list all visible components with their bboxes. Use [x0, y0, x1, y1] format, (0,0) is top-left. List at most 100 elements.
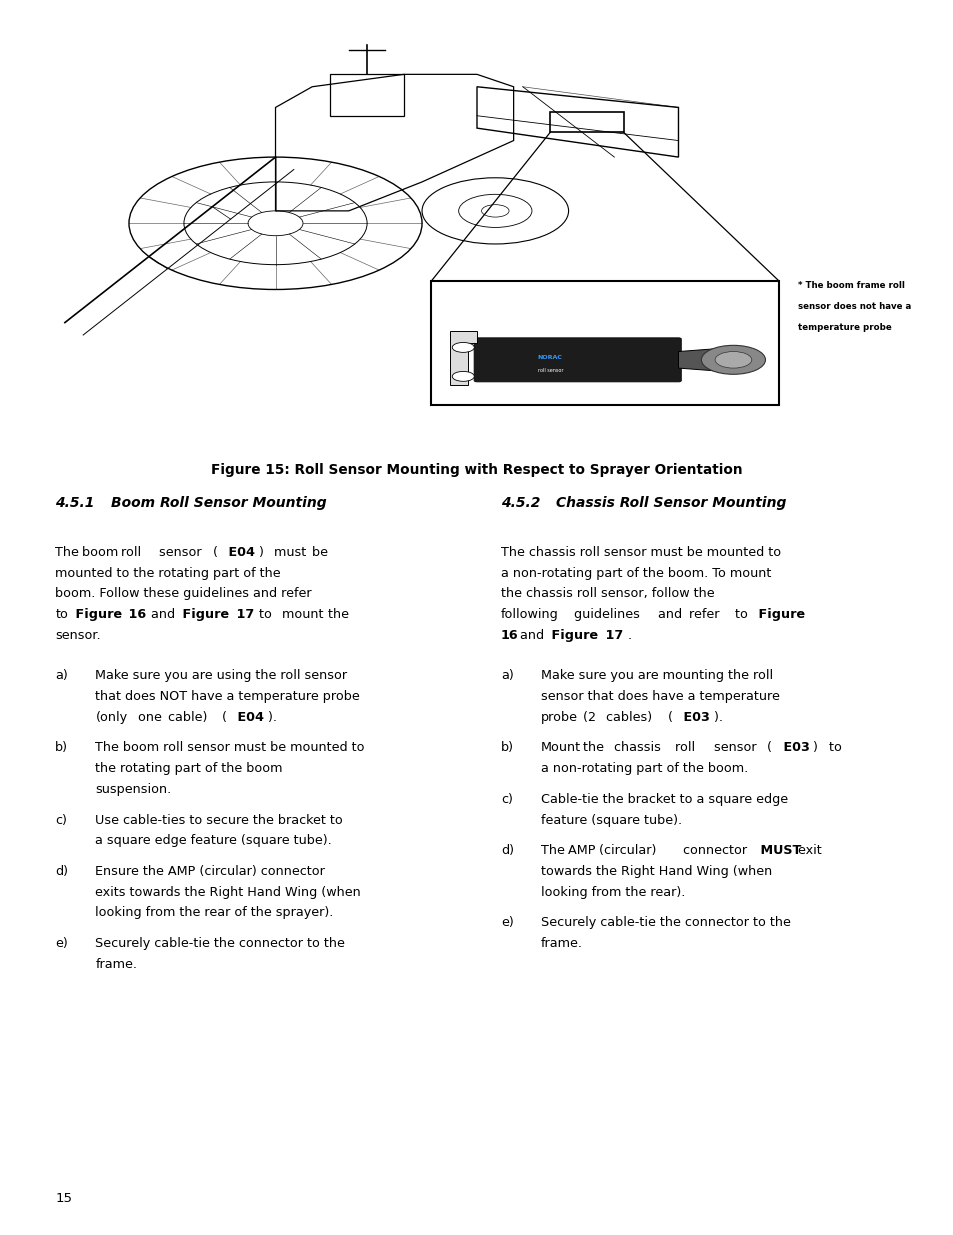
Text: sensor does not have a: sensor does not have a [797, 301, 910, 311]
Text: AMP: AMP [563, 845, 595, 857]
Text: probe: probe [540, 711, 578, 724]
Text: (: ( [218, 711, 227, 724]
Text: looking from the rear).: looking from the rear). [540, 885, 684, 899]
Text: ).: ). [264, 711, 276, 724]
Text: roll: roll [116, 546, 141, 559]
Text: a): a) [55, 669, 68, 683]
Text: 4.5.2: 4.5.2 [500, 496, 539, 510]
Text: sensor: sensor [709, 741, 756, 755]
Text: a non-rotating part of the boom. To mount: a non-rotating part of the boom. To moun… [500, 567, 770, 579]
Text: E04: E04 [233, 711, 264, 724]
Text: sensor that does have a temperature: sensor that does have a temperature [540, 690, 779, 703]
Text: Securely cable-tie the connector to the: Securely cable-tie the connector to the [540, 916, 790, 930]
Text: boom: boom [78, 546, 118, 559]
Text: be: be [308, 546, 328, 559]
Text: temperature probe: temperature probe [797, 322, 890, 331]
Text: 17: 17 [232, 608, 253, 621]
Text: following: following [500, 608, 558, 621]
Text: to: to [55, 608, 68, 621]
Text: (circular): (circular) [594, 845, 656, 857]
Text: 17: 17 [599, 629, 622, 642]
Text: d): d) [500, 845, 514, 857]
Text: ): ) [808, 741, 818, 755]
Text: cable): cable) [164, 711, 208, 724]
Circle shape [700, 346, 764, 374]
Text: .: . [623, 629, 631, 642]
Text: one: one [133, 711, 161, 724]
Text: the: the [578, 741, 603, 755]
Polygon shape [678, 347, 733, 372]
Text: The: The [540, 845, 564, 857]
Text: (: ( [762, 741, 771, 755]
Text: to: to [823, 741, 841, 755]
Text: (: ( [663, 711, 672, 724]
Bar [431, 282, 779, 405]
Text: Figure: Figure [71, 608, 122, 621]
Text: Figure: Figure [753, 608, 804, 621]
Text: b): b) [500, 741, 514, 755]
Text: and: and [516, 629, 544, 642]
Text: Make sure you are mounting the roll: Make sure you are mounting the roll [540, 669, 772, 683]
Text: looking from the rear of the sprayer).: looking from the rear of the sprayer). [95, 906, 334, 920]
Text: and: and [654, 608, 681, 621]
Text: ): ) [254, 546, 263, 559]
Text: mount: mount [277, 608, 323, 621]
FancyBboxPatch shape [474, 338, 680, 382]
Text: a square edge feature (square tube).: a square edge feature (square tube). [95, 835, 332, 847]
Text: the chassis roll sensor, follow the: the chassis roll sensor, follow the [500, 588, 714, 600]
Text: (only: (only [95, 711, 128, 724]
Text: 4.5.1: 4.5.1 [55, 496, 94, 510]
Text: chassis: chassis [609, 741, 660, 755]
Text: guidelines: guidelines [569, 608, 639, 621]
Text: 16: 16 [124, 608, 147, 621]
Text: c): c) [55, 814, 67, 826]
Text: exits towards the Right Hand Wing (when: exits towards the Right Hand Wing (when [95, 885, 361, 899]
Text: * The boom frame roll: * The boom frame roll [797, 282, 903, 290]
Text: e): e) [55, 937, 68, 950]
Text: towards the Right Hand Wing (when: towards the Right Hand Wing (when [540, 864, 771, 878]
Text: E03: E03 [679, 711, 709, 724]
Text: Ensure the AMP (circular) connector: Ensure the AMP (circular) connector [95, 864, 325, 878]
Text: e): e) [500, 916, 513, 930]
Text: MUST: MUST [755, 845, 801, 857]
Text: and: and [147, 608, 175, 621]
Text: 16: 16 [500, 629, 517, 642]
Text: Use cable-ties to secure the bracket to: Use cable-ties to secure the bracket to [95, 814, 343, 826]
Text: cables): cables) [601, 711, 652, 724]
Text: must: must [270, 546, 306, 559]
Text: Figure 15: Roll Sensor Mounting with Respect to Sprayer Orientation: Figure 15: Roll Sensor Mounting with Res… [211, 463, 742, 477]
Text: refer: refer [684, 608, 719, 621]
Circle shape [715, 352, 751, 368]
Text: a): a) [500, 669, 513, 683]
Text: The: The [55, 546, 79, 559]
Text: 15: 15 [55, 1192, 72, 1205]
Text: (: ( [209, 546, 217, 559]
Text: the rotating part of the boom: the rotating part of the boom [95, 762, 283, 776]
Text: b): b) [55, 741, 69, 755]
Text: E04: E04 [224, 546, 254, 559]
Text: Make sure you are using the roll sensor: Make sure you are using the roll sensor [95, 669, 347, 683]
Text: to: to [730, 608, 747, 621]
Text: Figure: Figure [546, 629, 598, 642]
Text: the: the [323, 608, 348, 621]
Text: roll sensor: roll sensor [537, 368, 562, 373]
Text: mounted to the rotating part of the: mounted to the rotating part of the [55, 567, 281, 579]
Text: The boom roll sensor must be mounted to: The boom roll sensor must be mounted to [95, 741, 364, 755]
Text: Mount: Mount [540, 741, 580, 755]
Text: c): c) [500, 793, 512, 806]
Text: frame.: frame. [540, 937, 582, 950]
Text: ).: ). [709, 711, 721, 724]
Text: Figure: Figure [178, 608, 229, 621]
Text: that does NOT have a temperature probe: that does NOT have a temperature probe [95, 690, 360, 703]
Circle shape [452, 372, 474, 382]
Text: The chassis roll sensor must be mounted to: The chassis roll sensor must be mounted … [500, 546, 781, 559]
Text: Boom Roll Sensor Mounting: Boom Roll Sensor Mounting [111, 496, 326, 510]
Bar [550, 111, 623, 132]
Text: sensor: sensor [154, 546, 201, 559]
Text: NORAC: NORAC [537, 356, 562, 361]
Text: sensor.: sensor. [55, 629, 101, 642]
Text: suspension.: suspension. [95, 783, 172, 797]
Text: boom. Follow these guidelines and refer: boom. Follow these guidelines and refer [55, 588, 312, 600]
Text: Chassis Roll Sensor Mounting: Chassis Roll Sensor Mounting [556, 496, 785, 510]
Text: roll: roll [671, 741, 695, 755]
